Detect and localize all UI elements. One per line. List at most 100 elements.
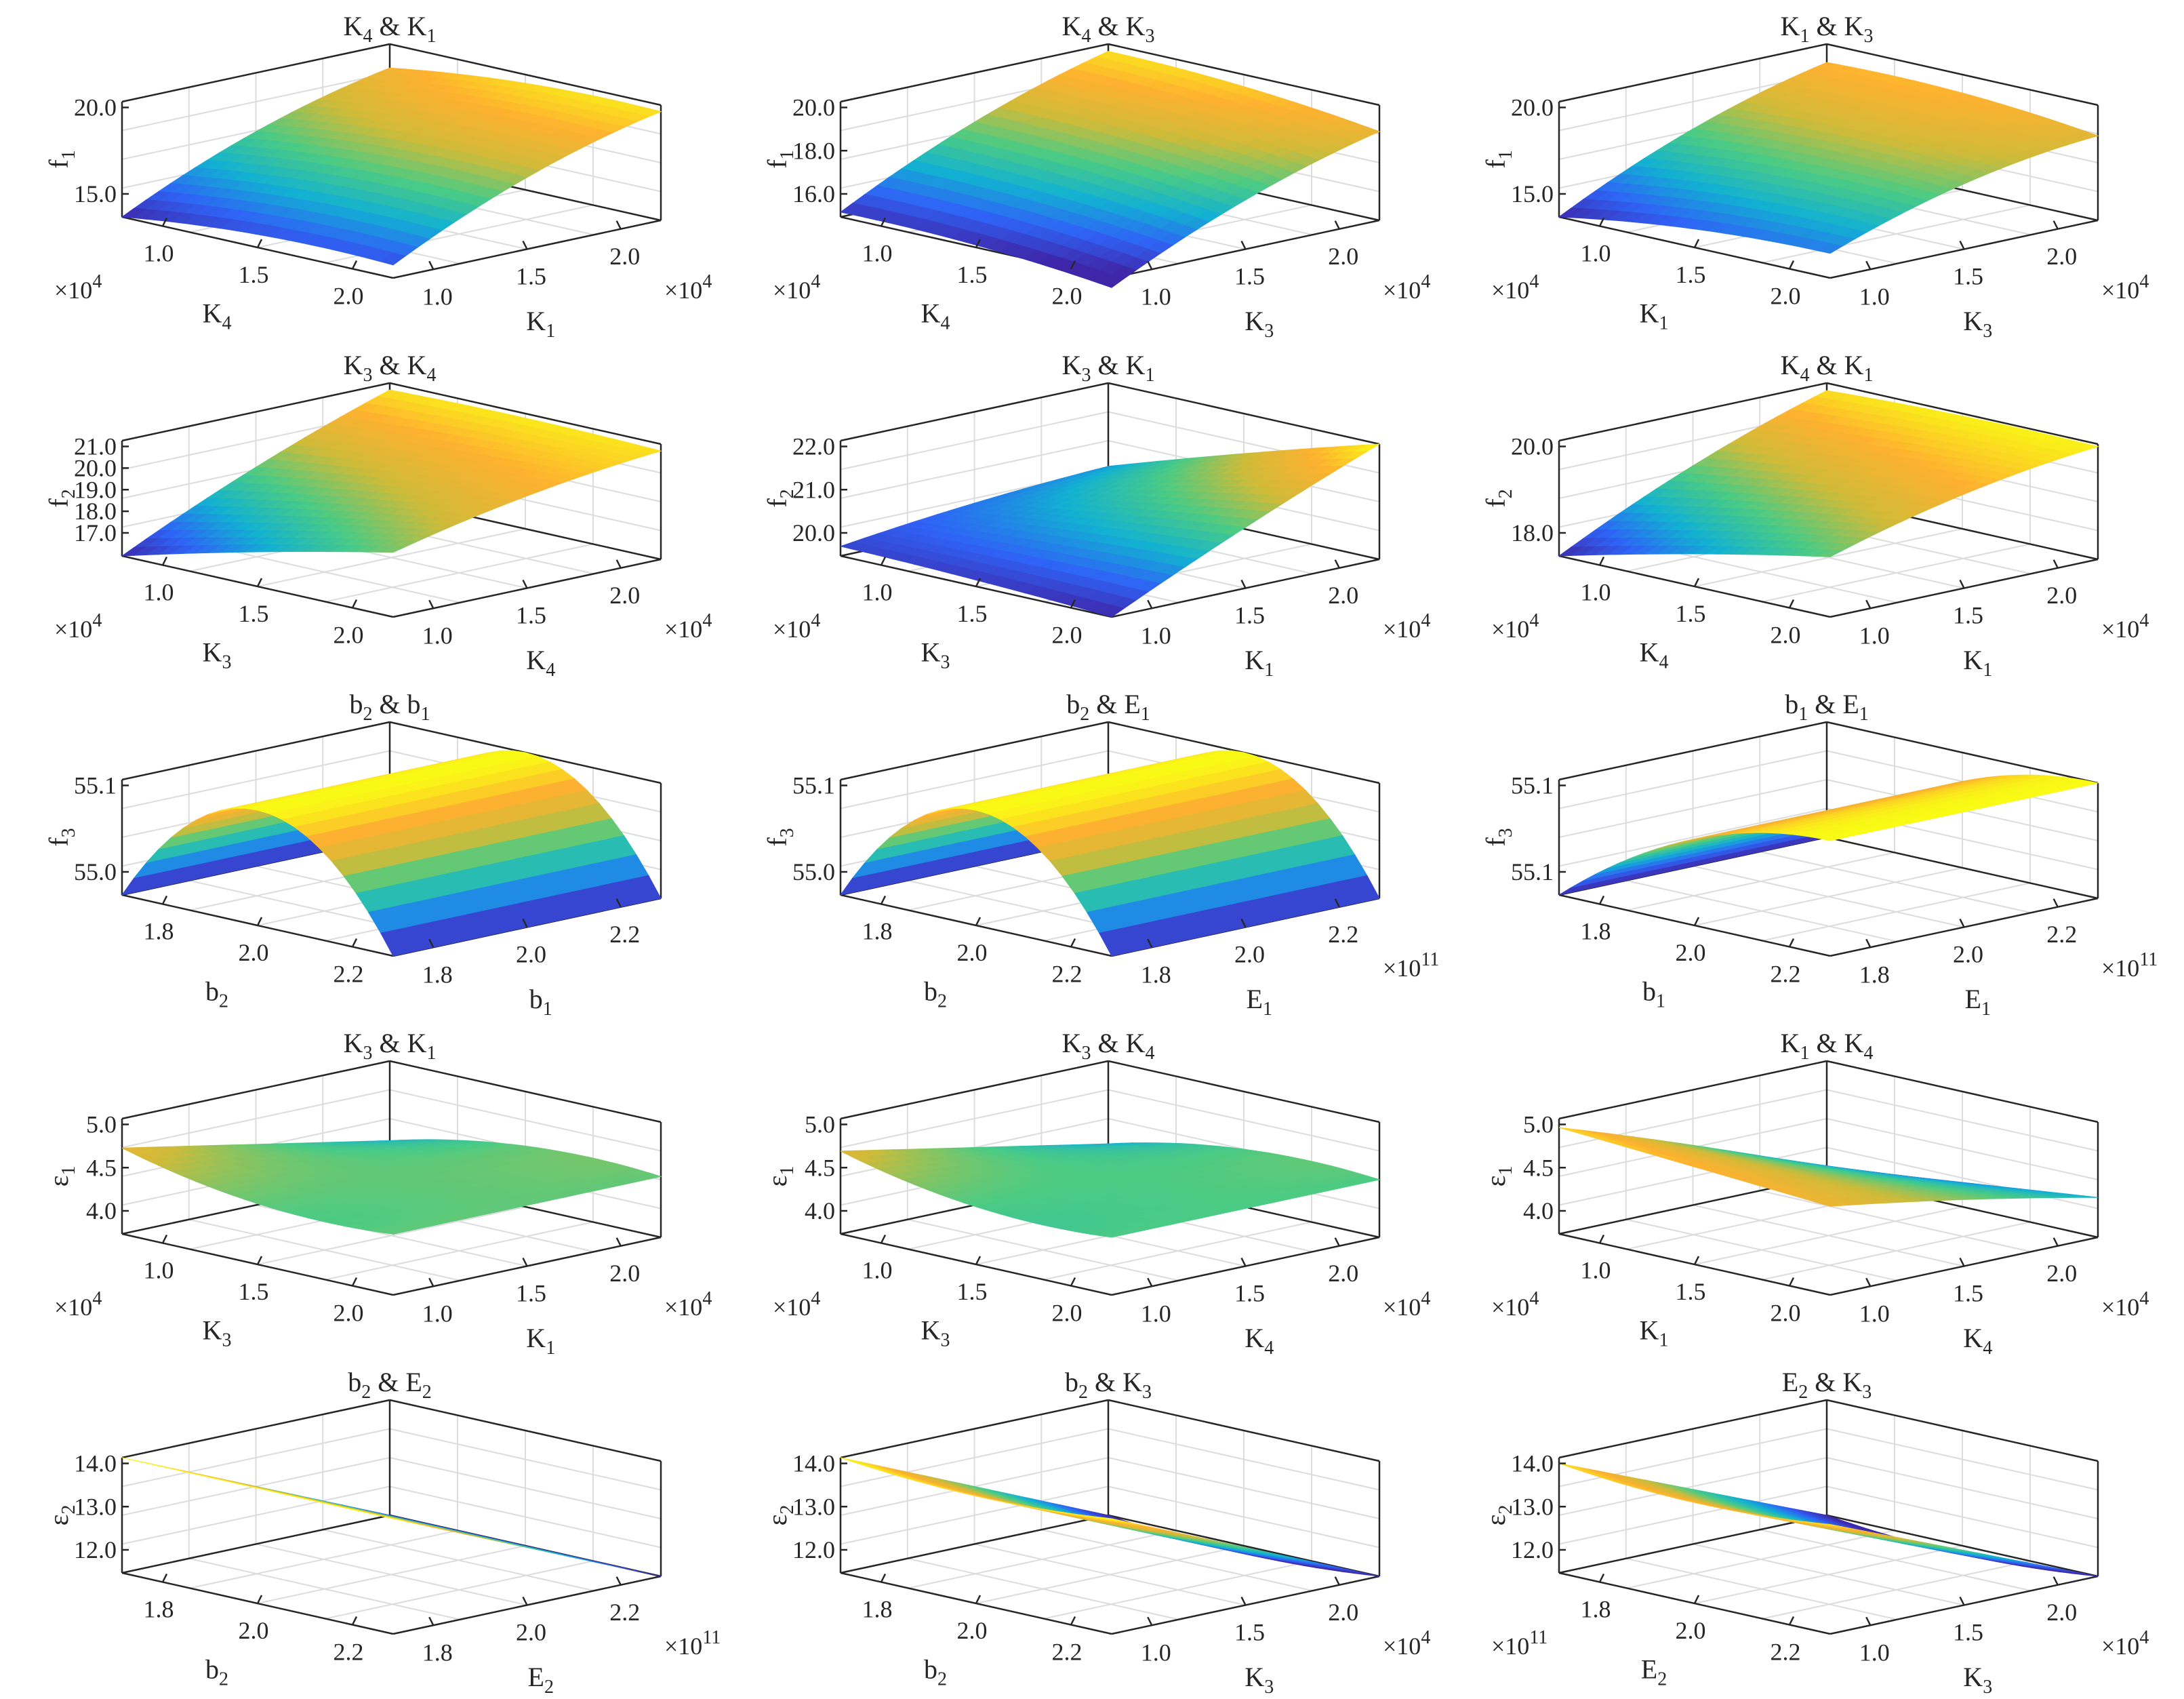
x-tick-label: 1.0 [862, 240, 893, 267]
z-label-text: f [762, 837, 792, 847]
z-tick-label: 55.0 [74, 858, 117, 885]
y-tick-label: 2.0 [609, 243, 640, 270]
x-tick-mark [161, 895, 168, 905]
y-tick-mark [2052, 559, 2059, 569]
z-tick-label: 22.0 [792, 433, 835, 460]
x-tick-label: 1.0 [862, 579, 893, 606]
title-b: & K [1091, 11, 1145, 41]
x-tick-label: 2.0 [957, 939, 988, 966]
z-tick-label: 21.0 [74, 433, 117, 460]
z-axis-ticks: 16.018.020.0 [792, 94, 847, 207]
title-b-subscript: 1 [1863, 365, 1873, 386]
z-axis-ticks: 20.021.022.0 [792, 433, 847, 546]
title-a-subscript: 1 [1800, 26, 1809, 47]
title-b: & E [1089, 689, 1141, 719]
title-b-subscript: 3 [1145, 26, 1154, 47]
x-tick-mark [161, 556, 168, 566]
title-a: K [344, 350, 363, 380]
grid-line [325, 543, 594, 603]
surface-face [1098, 274, 1125, 288]
y-axis-multiplier: ×1011 [1383, 949, 1439, 982]
y-axis-multiplier: ×104 [1383, 271, 1430, 304]
x-axis-label: K3 [203, 637, 232, 673]
y-axis-multiplier: ×104 [2101, 271, 2149, 304]
x-axis-multiplier: ×104 [1491, 271, 1539, 304]
title-b-subscript: 1 [1141, 704, 1150, 725]
title-a: K [1062, 11, 1082, 41]
x-tick-label: 2.0 [1052, 283, 1083, 310]
title-a: K [1781, 350, 1800, 380]
x-axis-multiplier: ×104 [773, 610, 820, 643]
y-label-text: b [529, 984, 543, 1014]
z-tick-label: 20.0 [74, 94, 117, 121]
grid-line [121, 72, 390, 132]
grid-line [1693, 865, 1964, 928]
y-axis-label: K4 [526, 645, 555, 681]
y-axis-multiplier: ×104 [1383, 610, 1430, 643]
z-axis-ticks: 55.0 55.1 [74, 772, 129, 885]
y-tick-mark [1334, 559, 1340, 569]
z-label-subscript: 1 [58, 150, 79, 159]
title-a-subscript: 4 [1081, 26, 1091, 47]
x-label-subscript: 3 [222, 652, 231, 673]
y-tick-label: 1.0 [422, 283, 453, 310]
panel-title: K4 & K3 [1062, 11, 1155, 47]
y-label-text: K [526, 645, 546, 675]
title-a-subscript: 3 [1081, 365, 1091, 386]
y-tick-label: 2.2 [609, 921, 640, 948]
y-tick-mark [428, 260, 434, 270]
y-tick-label: 2.0 [1234, 941, 1265, 968]
y-axis-multiplier: ×104 [664, 610, 712, 643]
x-axis-multiplier: ×104 [773, 271, 820, 304]
z-tick-label: 55.0 [792, 858, 835, 885]
z-tick-label: 20.0 [1511, 433, 1554, 460]
y-axis-label: K3 [1245, 306, 1274, 342]
x-axis-label: K4 [1640, 637, 1669, 673]
y-tick-mark [1240, 240, 1247, 250]
x-mult-base: ×10 [773, 616, 811, 643]
x-tick-label: 2.0 [1771, 283, 1801, 310]
x-tick-label: 1.5 [239, 600, 269, 627]
y-tick-mark [522, 240, 528, 250]
z-label-text: f [762, 498, 792, 508]
x-label-subscript: 3 [940, 652, 950, 673]
surface-mesh [1558, 390, 2099, 557]
x-label-text: K [203, 637, 222, 668]
z-label-subscript: 1 [1495, 150, 1516, 159]
title-a-subscript: 4 [363, 26, 372, 47]
y-tick-mark [1147, 599, 1153, 609]
x-tick-mark [1070, 260, 1076, 270]
y-label-subscript: 3 [1264, 321, 1274, 342]
z-tick-label: 15.0 [1511, 180, 1554, 207]
y-mult-base: ×10 [2101, 616, 2139, 643]
x-axis-multiplier: ×104 [54, 271, 102, 304]
x-label-text: K [1640, 637, 1659, 668]
y-tick-mark [615, 220, 622, 230]
surface-mesh [839, 750, 1380, 957]
axis-edge [1826, 43, 2099, 106]
z-tick-label: 55.1 [74, 772, 117, 799]
x-tick-mark [880, 895, 887, 905]
x-label-text: b [924, 976, 937, 1007]
z-label-text: f [43, 837, 74, 847]
y-axis-label: K1 [1245, 645, 1274, 681]
y-axis-label: b1 [529, 984, 552, 1020]
z-axis-ticks: 15.020.0 [1511, 94, 1566, 207]
y-tick-label: 1.5 [516, 263, 546, 290]
y-mult-base: ×10 [1383, 955, 1421, 982]
y-tick-label: 2.0 [1328, 243, 1358, 270]
x-tick-mark [880, 217, 887, 227]
y-label-text: E [1247, 984, 1263, 1014]
axis-edge [1108, 43, 1380, 106]
x-mult-base: ×10 [1491, 616, 1529, 643]
x-axis-label: K1 [1640, 298, 1669, 334]
axis-edge [1558, 43, 1827, 103]
x-tick-mark [1598, 556, 1605, 566]
x-tick-mark [1788, 599, 1795, 609]
x-mult-base: ×10 [773, 277, 811, 304]
axis-edge [840, 43, 1109, 103]
x-tick-label: 1.0 [144, 240, 174, 267]
y-tick-label: 1.5 [1234, 263, 1265, 290]
y-label-subscript: 1 [543, 999, 552, 1020]
x-tick-label: 1.0 [1581, 240, 1611, 267]
